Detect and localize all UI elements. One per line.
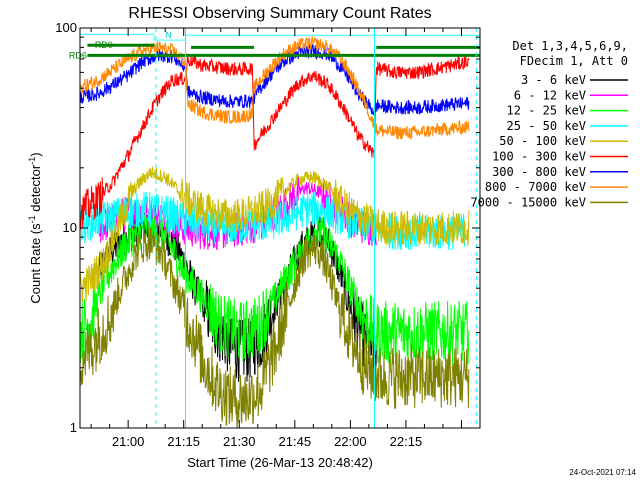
legend: Det 1,3,4,5,6,9, FDecim 1, Att 0 3 - 6 k…: [470, 39, 628, 209]
legend-label: 12 - 25 keV: [507, 104, 586, 118]
legend-header-line-2: FDecim 1, Att 0: [520, 54, 628, 68]
x-axis-label: Start Time (26-Mar-13 20:48:42): [187, 455, 373, 470]
chart-title: RHESSI Observing Summary Count Rates: [128, 5, 431, 22]
axis-layer: 1 10 100 21:00 21:15 21:30 21:45 22:00 22:15: [55, 20, 480, 449]
y-axis-label-end: ): [28, 152, 43, 156]
x-tick-label: 21:45: [279, 434, 312, 449]
annotation-rd0-0: RD0: [95, 40, 113, 50]
legend-header-line-1: Det 1,3,4,5,6,9,: [512, 39, 628, 53]
legend-label: 7000 - 15000 keV: [470, 195, 586, 209]
y-axis-label: Count Rate (s-1 detector-1): [27, 152, 43, 303]
x-tick-label: 21:30: [223, 434, 256, 449]
legend-label: 300 - 800 keV: [492, 165, 586, 179]
y-axis-label-sup-2: -1: [27, 157, 37, 165]
y-axis-label-main: Count Rate (s: [28, 223, 43, 304]
series-7000-15000-kev: [79, 228, 470, 429]
x-tick-label: 21:00: [112, 434, 145, 449]
legend-label: 50 - 100 keV: [499, 134, 586, 148]
series-attenuator-state: [80, 33, 480, 41]
x-tick-label: 22:15: [390, 434, 423, 449]
legend-label: 25 - 50 keV: [507, 119, 586, 133]
legend-label: 6 - 12 keV: [514, 88, 586, 102]
footer-timestamp: 24-Oct-2021 07:14: [569, 468, 636, 477]
legend-label: 100 - 300 keV: [492, 150, 586, 164]
y-axis-label-sup: -1: [27, 215, 37, 223]
data-layer: [79, 33, 480, 429]
legend-label: 800 - 7000 keV: [485, 180, 586, 194]
annotation-rd6-1: RD6: [69, 50, 87, 60]
y-axis-label-tail: detector: [28, 164, 43, 215]
y-tick-label: 10: [63, 220, 77, 235]
x-tick-label: 21:15: [167, 434, 200, 449]
series-100-300-kev: [79, 53, 470, 230]
series-50-100-kev: [79, 166, 470, 303]
y-tick-label: 100: [55, 20, 77, 35]
series-800-7000-kev: [79, 36, 470, 140]
x-tick-label: 22:00: [334, 434, 367, 449]
annotation-n-2: N: [165, 30, 172, 40]
legend-label: 3 - 6 keV: [521, 73, 586, 87]
y-tick-label: 1: [70, 420, 77, 435]
